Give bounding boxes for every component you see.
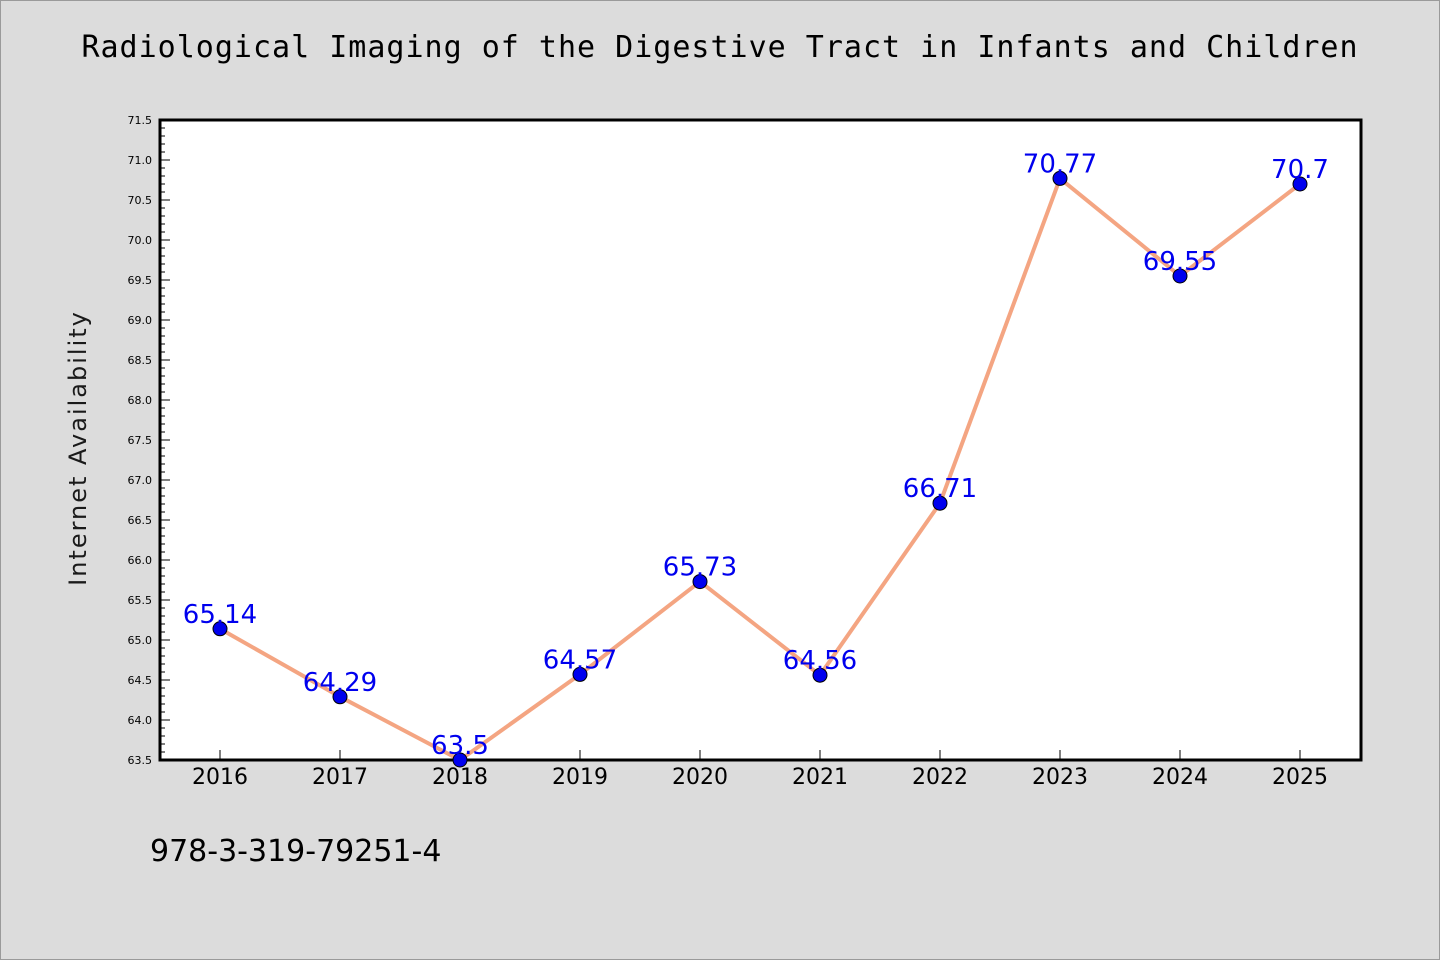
y-tick-label: 66.0 xyxy=(128,554,153,567)
x-axis: 2016 2017 2018 2019 2020 2021 2022 2023 2024 2025 xyxy=(192,750,1328,790)
y-tick-label: 64.5 xyxy=(128,674,153,687)
y-tick-label: 70.0 xyxy=(128,234,153,247)
y-tick-label: 69.5 xyxy=(128,274,153,287)
isbn-text: 978-3-319-79251-4 xyxy=(150,834,442,869)
x-tick-label: 2020 xyxy=(672,765,728,790)
y-tick-label: 65.0 xyxy=(128,634,153,647)
data-point xyxy=(812,667,828,683)
y-tick-label: 67.0 xyxy=(128,474,153,487)
data-label: 70.7 xyxy=(1271,155,1329,185)
data-label: 64.57 xyxy=(543,645,617,675)
data-point xyxy=(332,689,348,705)
data-point xyxy=(692,574,708,590)
x-tick-label: 2018 xyxy=(432,765,488,790)
x-tick-label: 2019 xyxy=(552,765,608,790)
y-tick-label: 71.5 xyxy=(128,114,153,127)
data-point xyxy=(452,752,468,768)
data-point xyxy=(212,621,228,637)
data-label: 69.55 xyxy=(1143,247,1217,277)
y-axis: 63.5 64.0 64.5 65.0 65.5 66.0 66.5 67.0 67.5 68.0… xyxy=(128,114,170,767)
x-tick-label: 2021 xyxy=(792,765,848,790)
y-tick-label: 71.0 xyxy=(128,154,153,167)
data-point xyxy=(1172,268,1188,284)
y-tick-label: 65.5 xyxy=(128,594,153,607)
y-tick-label: 70.5 xyxy=(128,194,153,207)
y-tick-label: 68.0 xyxy=(128,394,153,407)
x-tick-label: 2017 xyxy=(312,765,368,790)
y-tick-label: 64.0 xyxy=(128,714,153,727)
data-label: 70.77 xyxy=(1023,149,1097,179)
series-group xyxy=(212,170,1308,768)
data-labels: 65.14 64.29 63.5 64.57 65.73 64.56 66.71 70.77 6… xyxy=(183,149,1329,761)
x-tick-label: 2025 xyxy=(1272,765,1328,790)
data-label: 66.71 xyxy=(903,474,977,504)
data-point xyxy=(1292,176,1308,192)
y-tick-label: 69.0 xyxy=(128,314,153,327)
y-tick-label: 63.5 xyxy=(128,754,153,767)
data-label: 64.56 xyxy=(783,646,857,676)
chart-title: Radiological Imaging of the Digestive Tr… xyxy=(81,30,1359,65)
x-tick-label: 2024 xyxy=(1152,765,1208,790)
data-label: 65.14 xyxy=(183,600,257,630)
y-tick-label: 67.5 xyxy=(128,434,153,447)
data-label: 65.73 xyxy=(663,553,737,583)
x-tick-label: 2023 xyxy=(1032,765,1088,790)
data-point xyxy=(1052,170,1068,186)
data-point xyxy=(572,666,588,682)
data-point xyxy=(932,495,948,511)
y-tick-label: 68.5 xyxy=(128,354,153,367)
x-tick-label: 2022 xyxy=(912,765,968,790)
data-label: 63.5 xyxy=(431,731,489,761)
x-tick-label: 2016 xyxy=(192,765,248,790)
series-line xyxy=(218,176,1302,762)
y-tick-label: 66.5 xyxy=(128,514,153,527)
data-label: 64.29 xyxy=(303,668,377,698)
plot-area xyxy=(158,118,1363,762)
